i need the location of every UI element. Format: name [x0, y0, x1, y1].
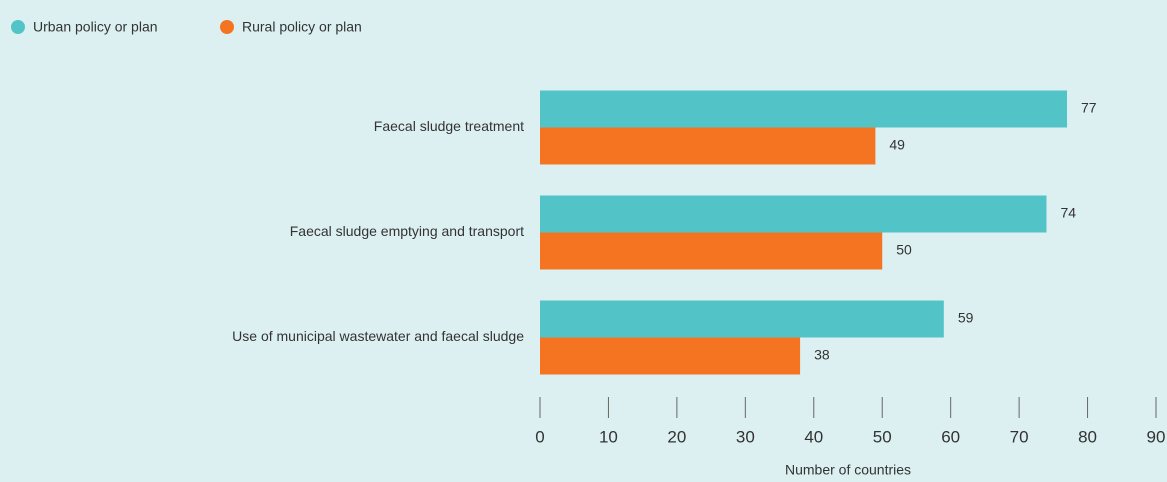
data-label: 59 — [958, 310, 974, 326]
bar — [540, 300, 944, 338]
x-tick-label: 30 — [736, 427, 755, 446]
x-tick-label: 90 — [1147, 427, 1166, 446]
x-tick-label: 70 — [1010, 427, 1029, 446]
bar — [540, 232, 883, 270]
x-axis-label: Number of countries — [785, 462, 911, 478]
x-tick-label: 10 — [599, 427, 618, 446]
data-label: 49 — [889, 137, 905, 153]
category-label: Faecal sludge treatment — [374, 118, 524, 134]
x-tick-label: 20 — [667, 427, 686, 446]
legend-swatch — [11, 20, 25, 34]
legend-swatch — [220, 20, 234, 34]
bar — [540, 337, 801, 375]
x-tick-label: 80 — [1078, 427, 1097, 446]
bar — [540, 195, 1047, 233]
category-label: Use of municipal wastewater and faecal s… — [232, 328, 524, 344]
bar — [540, 90, 1068, 128]
x-tick-label: 60 — [941, 427, 960, 446]
data-label: 50 — [896, 242, 912, 258]
category-label: Faecal sludge emptying and transport — [290, 223, 524, 239]
x-tick-label: 50 — [873, 427, 892, 446]
x-tick-label: 0 — [535, 427, 544, 446]
bar — [540, 127, 876, 165]
legend-label: Urban policy or plan — [33, 19, 158, 35]
x-tick-label: 40 — [804, 427, 823, 446]
data-label: 77 — [1081, 100, 1097, 116]
data-label: 38 — [814, 347, 830, 363]
legend-label: Rural policy or plan — [242, 19, 362, 35]
data-label: 74 — [1060, 205, 1076, 221]
